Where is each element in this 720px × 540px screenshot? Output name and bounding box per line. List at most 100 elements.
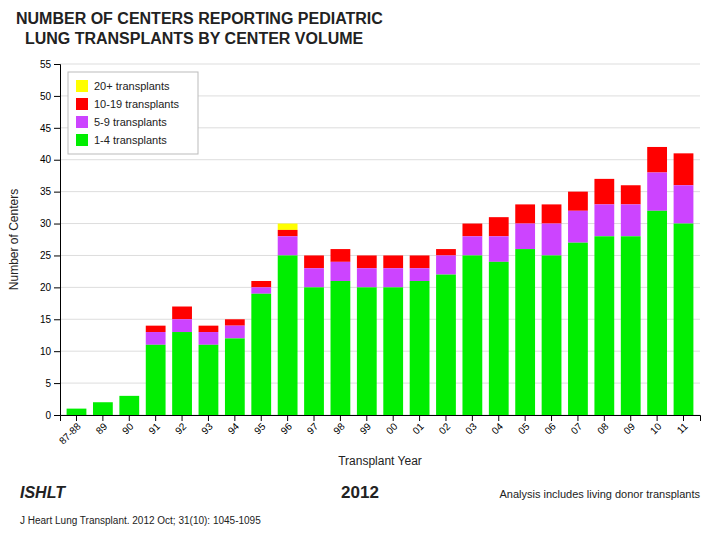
x-tick-mark bbox=[683, 415, 684, 421]
x-tick-label: 07 bbox=[569, 420, 585, 436]
bar bbox=[489, 217, 509, 236]
y-tick-label: 20 bbox=[40, 282, 52, 293]
bar bbox=[383, 287, 403, 415]
y-tick-label: 30 bbox=[40, 218, 52, 229]
bar bbox=[278, 236, 298, 255]
x-tick-mark bbox=[102, 415, 103, 421]
bar bbox=[621, 185, 641, 204]
x-tick-label: 08 bbox=[595, 420, 611, 436]
x-tick: 94 bbox=[226, 415, 242, 436]
bar bbox=[674, 224, 694, 415]
y-tick-label: 50 bbox=[40, 91, 52, 102]
x-tick: 09 bbox=[621, 415, 637, 436]
bar bbox=[436, 249, 456, 255]
x-tick: 98 bbox=[331, 415, 347, 436]
x-tick-label: 93 bbox=[199, 420, 215, 436]
x-tick-mark bbox=[208, 415, 209, 421]
bar bbox=[278, 255, 298, 415]
y-tick-mark bbox=[54, 351, 60, 352]
x-tick: 08 bbox=[595, 415, 611, 436]
y-tick-mark bbox=[54, 160, 60, 161]
y-axis-line bbox=[54, 65, 61, 416]
x-tick: 95 bbox=[252, 415, 268, 436]
bar bbox=[489, 236, 509, 262]
x-tick-label: 91 bbox=[146, 420, 162, 436]
x-tick-mark bbox=[498, 415, 499, 421]
y-tick: 5 bbox=[45, 378, 60, 389]
x-tick-label: 01 bbox=[410, 420, 426, 436]
bar bbox=[542, 255, 562, 415]
x-tick-label: 00 bbox=[384, 420, 400, 436]
x-tick: 90 bbox=[120, 415, 136, 436]
bar bbox=[331, 249, 351, 262]
legend: 20+ transplants10-19 transplants5-9 tran… bbox=[68, 72, 198, 154]
x-tick-mark bbox=[393, 415, 394, 421]
title: NUMBER OF CENTERS REPORTING PEDIATRIC LU… bbox=[16, 10, 383, 47]
bar bbox=[304, 287, 324, 415]
bar bbox=[621, 236, 641, 415]
y-tick-label: 5 bbox=[45, 378, 51, 389]
bar bbox=[251, 294, 271, 415]
x-tick-mark bbox=[340, 415, 341, 421]
y-axis-title: Number of Centers bbox=[7, 189, 21, 290]
x-tick: 96 bbox=[278, 415, 294, 436]
x-tick-mark bbox=[445, 415, 446, 421]
bar bbox=[146, 332, 166, 345]
x-tick-label: 09 bbox=[621, 420, 637, 436]
x-tick-label: 11 bbox=[675, 420, 690, 435]
y-tick-mark bbox=[54, 383, 60, 384]
bar bbox=[278, 230, 298, 236]
y-axis: 0510152025303540455055 bbox=[40, 59, 61, 421]
bar bbox=[357, 287, 377, 415]
x-tick-mark bbox=[76, 415, 77, 421]
bar bbox=[172, 332, 192, 415]
y-tick-mark bbox=[54, 96, 60, 97]
annotation: J Heart Lung Transplant. 2012 Oct; 31(10… bbox=[20, 515, 261, 526]
y-tick-mark bbox=[54, 287, 60, 288]
y-tick: 35 bbox=[40, 186, 60, 197]
bar bbox=[410, 268, 430, 281]
x-tick: 89 bbox=[94, 415, 110, 436]
x-tick-label: 87-88 bbox=[57, 420, 83, 446]
x-axis-line bbox=[61, 416, 701, 422]
bar bbox=[146, 345, 166, 415]
x-tick-label: 03 bbox=[463, 420, 479, 436]
bar bbox=[172, 307, 192, 320]
x-tick-mark bbox=[472, 415, 473, 421]
bar bbox=[594, 236, 614, 415]
title-line: NUMBER OF CENTERS REPORTING PEDIATRIC bbox=[16, 10, 383, 27]
bar bbox=[489, 262, 509, 415]
x-tick-label: 95 bbox=[252, 420, 268, 436]
annotation: 2012 bbox=[341, 483, 379, 502]
bar bbox=[515, 204, 535, 223]
bar bbox=[357, 268, 377, 287]
x-tick: 93 bbox=[199, 415, 215, 436]
bar bbox=[199, 332, 219, 345]
grid-line bbox=[60, 64, 700, 65]
bar bbox=[515, 224, 535, 250]
y-tick-mark bbox=[54, 192, 60, 193]
y-tick: 55 bbox=[40, 59, 60, 70]
bar bbox=[251, 281, 271, 287]
x-tick-label: 98 bbox=[331, 420, 347, 436]
x-tick: 07 bbox=[569, 415, 585, 436]
bar bbox=[594, 179, 614, 205]
y-tick-label: 40 bbox=[40, 154, 52, 165]
annotation: ISHLT bbox=[20, 484, 66, 501]
legend-label: 20+ transplants bbox=[94, 80, 170, 92]
bar bbox=[647, 211, 667, 415]
x-tick-mark bbox=[366, 415, 367, 421]
x-tick-label: 04 bbox=[489, 420, 505, 436]
bar bbox=[199, 345, 219, 415]
legend-swatch bbox=[76, 98, 88, 110]
y-tick: 20 bbox=[40, 282, 60, 293]
y-tick-mark bbox=[54, 415, 60, 416]
y-tick: 0 bbox=[45, 410, 60, 421]
bar bbox=[568, 243, 588, 415]
bar bbox=[146, 326, 166, 332]
bar bbox=[199, 326, 219, 332]
x-tick-mark bbox=[630, 415, 631, 421]
x-tick-mark bbox=[261, 415, 262, 421]
x-tick: 00 bbox=[384, 415, 400, 436]
bar bbox=[331, 281, 351, 415]
